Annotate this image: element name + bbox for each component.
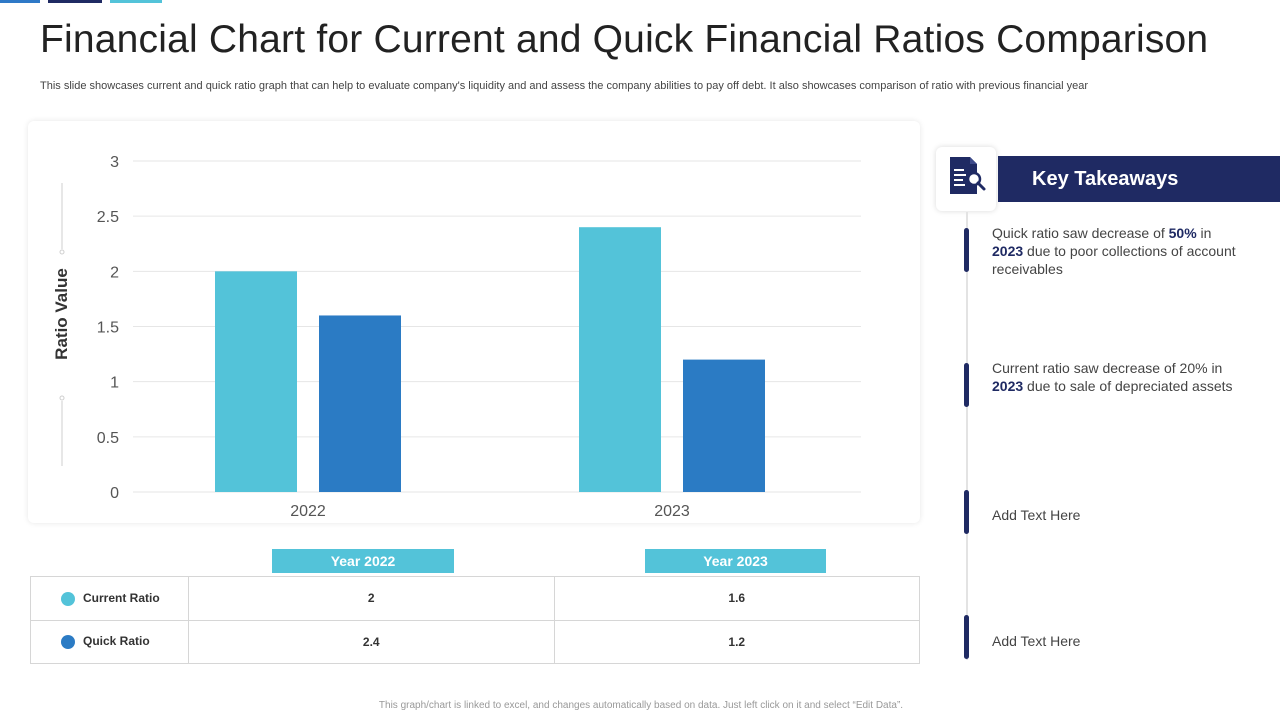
bar-2023-series2 <box>683 359 765 492</box>
chart-card[interactable]: 0 0.5 1 1.5 2 2.5 3 2022 2023 <box>28 121 920 523</box>
x-tick-label: 2023 <box>654 503 690 520</box>
quick-ratio-dot-icon <box>61 635 75 650</box>
current-ratio-dot-icon <box>61 591 75 606</box>
decor-bar-navy <box>48 0 102 3</box>
bar-2022-series2 <box>319 315 401 492</box>
key-takeaways-icon-box <box>936 147 996 211</box>
y-tick-label: 0 <box>110 485 119 502</box>
decor-bar-teal <box>110 0 162 3</box>
key-takeaways-header: Key Takeaways <box>998 156 1280 202</box>
table-cell: 2 <box>188 576 555 621</box>
row-label-cell: Current Ratio <box>30 576 189 621</box>
y-label-guide-dot <box>59 395 65 401</box>
y-tick-label: 0.5 <box>97 430 119 447</box>
y-tick-label: 3 <box>110 154 119 171</box>
table-header-2022: Year 2022 <box>272 549 454 573</box>
bar-chart[interactable]: 0 0.5 1 1.5 2 2.5 3 2022 2023 <box>28 121 920 523</box>
table-header-2023: Year 2023 <box>645 549 826 573</box>
row-label: Quick Ratio <box>83 634 150 649</box>
timeline-marker <box>964 615 969 659</box>
decor-bar-blue <box>0 0 40 3</box>
table-cell: 2.4 <box>188 619 555 664</box>
y-tick-label: 1 <box>110 375 119 392</box>
y-label-guide-dot <box>59 249 65 255</box>
page-title: Financial Chart for Current and Quick Fi… <box>40 18 1209 61</box>
takeaway-item-2[interactable]: Current ratio saw decrease of 20% in 202… <box>992 360 1233 394</box>
x-tick-label: 2022 <box>290 503 326 520</box>
table-cell: 1.2 <box>553 619 920 664</box>
table-cell: 1.6 <box>553 576 920 621</box>
timeline-line <box>966 212 968 660</box>
row-label: Current Ratio <box>83 590 160 605</box>
timeline-marker <box>964 228 969 272</box>
y-tick-label: 2 <box>110 264 119 281</box>
row-label-cell: Quick Ratio <box>30 619 189 664</box>
footer-note: This graph/chart is linked to excel, and… <box>378 700 904 711</box>
takeaway-item-3[interactable]: Add Text Here <box>992 507 1081 523</box>
bar-2022-series1 <box>215 271 297 492</box>
ratio-table: Current Ratio 2 1.6 Quick Ratio 2.4 1.2 <box>30 576 920 664</box>
takeaway-item-4[interactable]: Add Text Here <box>992 633 1081 649</box>
y-tick-label: 1.5 <box>97 320 119 337</box>
timeline-marker <box>964 363 969 407</box>
takeaway-item-1[interactable]: Quick ratio saw decrease of 50% in 2023 … <box>992 225 1236 277</box>
bar-2023-series1 <box>579 227 661 492</box>
document-search-icon <box>950 157 986 194</box>
page-subtitle: This slide showcases current and quick r… <box>40 80 1089 92</box>
table-row: Quick Ratio 2.4 1.2 <box>30 619 920 664</box>
y-tick-label: 2.5 <box>97 209 119 226</box>
table-row: Current Ratio 2 1.6 <box>30 576 920 621</box>
y-axis-label: Ratio Value <box>52 268 71 360</box>
timeline-marker <box>964 490 969 534</box>
